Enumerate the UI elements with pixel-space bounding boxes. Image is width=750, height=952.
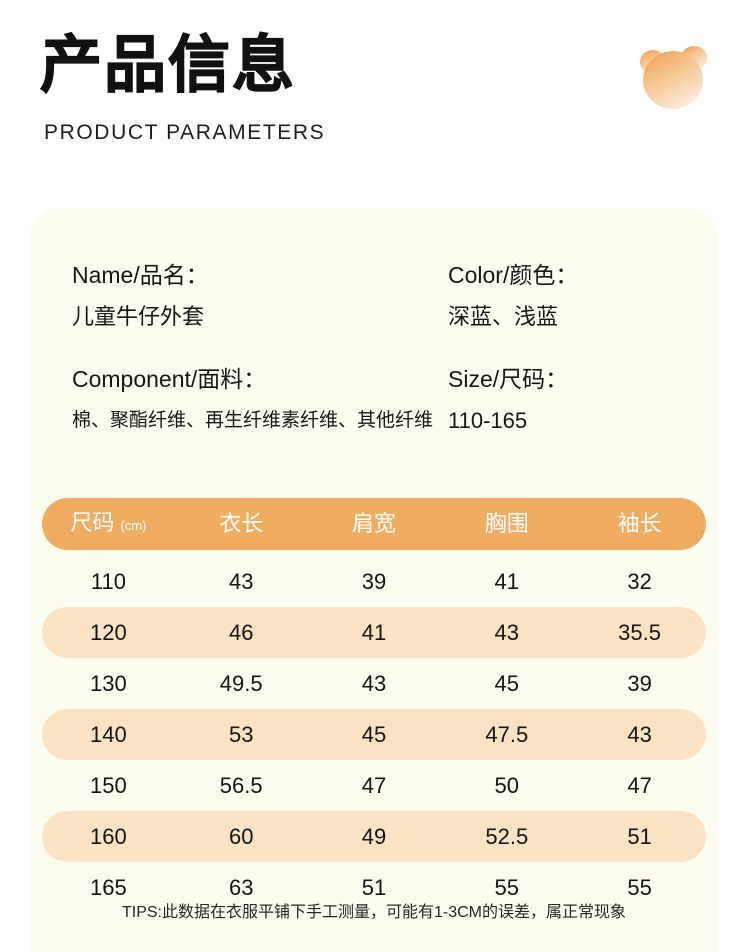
table-cell: 130	[90, 670, 127, 696]
table-cell: 47.5	[485, 721, 529, 747]
table-row: 130 49.5 43 45 39	[42, 658, 706, 709]
size-table-header-cell-bust: 胸围	[484, 511, 529, 536]
table-cell: 53	[228, 721, 254, 747]
page-title: 产品信息	[39, 30, 297, 100]
table-cell: 39	[627, 670, 652, 696]
spec-block-component: Component/面料： 棉、聚酯纤维、再生纤维素纤维、其他纤维	[72, 364, 433, 436]
table-cell: 56.5	[219, 772, 263, 798]
table-row: 120 46 41 43 35.5	[42, 607, 706, 658]
table-cell: 47	[627, 772, 652, 798]
table-cell: 52.5	[485, 823, 529, 849]
table-cell: 45	[494, 670, 520, 696]
table-cell: 110	[90, 568, 126, 594]
table-row: 150 56.5 47 50 47	[42, 760, 706, 811]
table-row: 165 63 51 55 55	[42, 862, 706, 913]
table-cell: 63	[228, 874, 254, 900]
table-cell: 32	[627, 568, 652, 594]
size-table-header-cell-size: 尺码 (cm)	[42, 510, 175, 539]
table-cell: 46	[228, 619, 254, 645]
size-table-body: 110 43 39 41 32 120 46 41 43 35.5 130 49.5 43 45 39 140…	[42, 556, 706, 913]
bear-head-icon	[634, 40, 712, 112]
size-table: 尺码 (cm) 衣长 肩宽 胸围 袖长 110 43 39 41 32 120 46 41 43…	[42, 498, 706, 913]
table-cell: 35.5	[618, 619, 661, 645]
table-cell: 49	[361, 823, 387, 849]
spec-label-color: Color/颜色：	[448, 262, 579, 288]
table-cell: 43	[494, 619, 520, 645]
table-cell: 55	[627, 874, 652, 900]
size-table-tips: TIPS:此数据在衣服平铺下手工测量，可能有1-3CM的误差，属正常现象	[121, 904, 627, 921]
table-cell: 50	[494, 772, 520, 798]
size-table-header-cell-length: 衣长	[219, 511, 264, 536]
table-cell: 160	[90, 823, 127, 849]
page-subtitle: PRODUCT PARAMETERS	[44, 121, 326, 144]
table-cell: 140	[90, 721, 127, 747]
table-cell: 43	[627, 721, 652, 747]
spec-value-name: 儿童牛仔外套	[72, 304, 205, 329]
header-size-main: 尺码	[70, 509, 115, 535]
table-cell: 60	[228, 823, 254, 849]
spec-block-color: Color/颜色： 深蓝、浅蓝	[448, 260, 578, 332]
table-cell: 55	[494, 874, 520, 900]
table-cell: 39	[361, 568, 387, 594]
size-table-header-cell-shoulder: 肩宽	[351, 511, 396, 536]
table-cell: 41	[494, 568, 520, 594]
spec-block-size: Size/尺码： 110-165	[448, 364, 568, 436]
header-size-unit: (cm)	[120, 517, 147, 533]
spec-label-component: Component/面料：	[72, 366, 267, 392]
table-cell: 43	[228, 568, 254, 594]
table-cell: 150	[90, 772, 127, 798]
size-table-header-row: 尺码 (cm) 衣长 肩宽 胸围 袖长	[42, 498, 706, 550]
spec-block-name: Name/品名： 儿童牛仔外套	[72, 260, 209, 332]
spec-label-size: Size/尺码：	[448, 366, 569, 392]
table-cell: 51	[627, 823, 652, 849]
table-cell: 43	[361, 670, 387, 696]
table-cell: 47	[361, 772, 387, 798]
table-row: 110 43 39 41 32	[42, 556, 706, 607]
spec-value-component: 棉、聚酯纤维、再生纤维素纤维、其他纤维	[72, 410, 434, 431]
table-row: 140 53 45 47.5 43	[42, 709, 706, 760]
table-cell: 165	[90, 874, 127, 900]
table-cell: 51	[361, 874, 387, 900]
spec-value-size: 110-165	[448, 408, 528, 433]
table-row: 160 60 49 52.5 51	[42, 811, 706, 862]
table-cell: 49.5	[219, 670, 263, 696]
page-header: 产品信息 PRODUCT PARAMETERS	[0, 0, 750, 208]
spec-value-color: 深蓝、浅蓝	[448, 304, 559, 329]
spec-label-name: Name/品名：	[72, 262, 209, 288]
table-cell: 41	[361, 619, 387, 645]
table-cell: 45	[361, 721, 387, 747]
product-info-card: Name/品名： 儿童牛仔外套 Color/颜色： 深蓝、浅蓝 Componen…	[30, 208, 718, 952]
table-cell: 120	[90, 619, 127, 645]
size-table-header-cell-sleeve: 袖长	[617, 511, 662, 536]
